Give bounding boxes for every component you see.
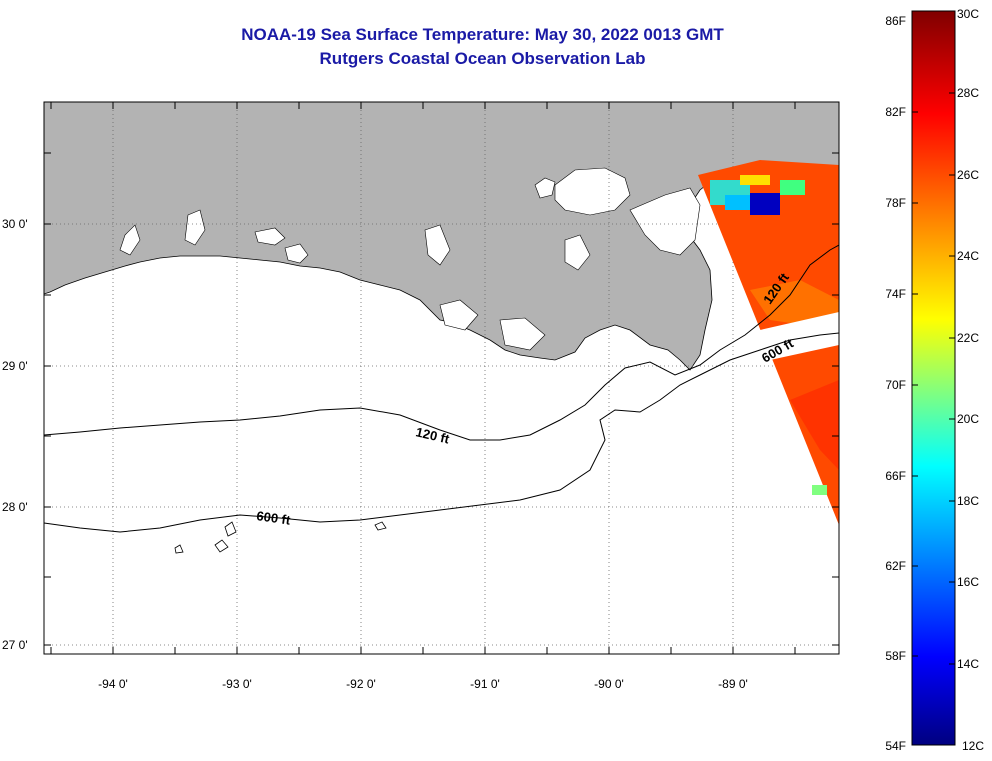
lon-label-92: -92 0' (346, 677, 376, 691)
sst-swath-red (790, 380, 839, 470)
lon-label-90: -90 0' (594, 677, 624, 691)
sabine-lake (119, 224, 141, 256)
contour-600ft (44, 332, 839, 533)
lat-label-28: 28 0' (2, 500, 28, 514)
colorbar-c-18: 18C (957, 494, 979, 508)
sst-cool-2 (725, 195, 755, 210)
bay-area-1 (424, 224, 451, 266)
lat-label-30: 30 0' (2, 217, 28, 231)
colorbar-c-24: 24C (957, 249, 979, 263)
colorbar-f-58: 58F (885, 649, 906, 663)
colorbar-f-86: 86F (885, 14, 906, 28)
lake-maurepas (534, 177, 556, 199)
sst-cloud-gap (760, 312, 839, 360)
contour-120ft (44, 244, 839, 441)
colorbar-c-14: 14C (957, 657, 979, 671)
colorbar-f-54: 54F (885, 739, 906, 753)
map-subtitle: Rutgers Coastal Ocean Observation Lab (319, 49, 646, 68)
contour-islands (174, 521, 387, 554)
contour-label-120ft-west: 120 ft (414, 424, 451, 446)
map-title: NOAA-19 Sea Surface Temperature: May 30,… (241, 25, 724, 44)
sst-green-2 (812, 485, 827, 495)
colorbar-c-28: 28C (957, 86, 979, 100)
sst-cool-3 (750, 193, 780, 215)
colorbar-f-78: 78F (885, 196, 906, 210)
contour-label-600ft-west: 600 ft (256, 508, 292, 528)
colorbar-f-74: 74F (885, 287, 906, 301)
lat-label-29: 29 0' (2, 359, 28, 373)
colorbar-f-62: 62F (885, 559, 906, 573)
lon-label-94: -94 0' (98, 677, 128, 691)
colorbar-f-66: 66F (885, 469, 906, 483)
colorbar-c-16: 16C (957, 575, 979, 589)
colorbar-c-30: 30C (957, 7, 979, 21)
lon-label-91: -91 0' (470, 677, 500, 691)
colorbar-f-82: 82F (885, 105, 906, 119)
bay-area-2 (564, 234, 591, 271)
axis-ticks (44, 102, 839, 654)
colorbar-ticks (912, 10, 955, 665)
bay-area-3 (439, 299, 479, 331)
lon-label-93: -93 0' (222, 677, 252, 691)
colorbar-c-12: 12C (962, 739, 984, 753)
calcasieu-lake (184, 209, 206, 246)
white-lake (254, 227, 286, 246)
colorbar-c-20: 20C (957, 412, 979, 426)
colorbar-c-26: 26C (957, 168, 979, 182)
sst-green-1 (780, 180, 805, 195)
lat-label-27: 27 0' (2, 638, 28, 652)
colorbar-c-22: 22C (957, 331, 979, 345)
colorbar (911, 10, 956, 746)
grand-lake (284, 243, 309, 264)
colorbar-f-70: 70F (885, 378, 906, 392)
lon-label-89: -89 0' (718, 677, 748, 691)
lake-pontchartrain (554, 167, 631, 216)
bay-area-4 (499, 317, 546, 351)
lake-borgne (629, 187, 701, 256)
map-frame (43, 101, 840, 655)
sst-yellow-1 (740, 175, 770, 185)
